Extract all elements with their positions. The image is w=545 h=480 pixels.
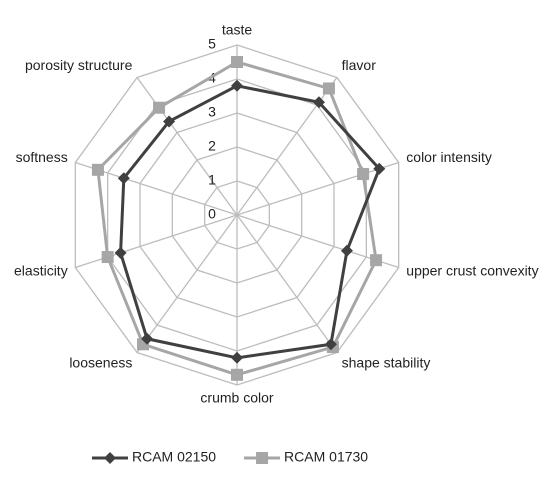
category-label: softness [16,149,68,165]
spoke [75,214,238,269]
spoke [236,77,338,216]
marker [370,254,383,267]
marker [340,244,353,257]
category-label: taste [222,22,253,38]
category-label: color intensity [406,149,492,165]
legend-label: RCAM 02150 [132,449,216,465]
marker [101,251,114,264]
series-line [119,84,382,360]
category-label: upper crust convexity [406,263,538,279]
marker [117,172,130,185]
marker [163,115,176,128]
category-label: porosity structure [25,57,133,73]
marker [114,246,127,259]
category-label: flavor [342,57,377,73]
r-tick-label: 1 [208,172,216,188]
marker [322,82,335,95]
legend-label: RCAM 01730 [284,449,368,465]
category-label: elasticity [14,263,68,279]
legend-marker [256,452,269,464]
marker [357,168,370,181]
spoke [236,161,399,216]
category-label: shape stability [342,355,431,371]
marker [153,101,166,114]
category-label: looseness [69,355,132,371]
category-label: crumb color [200,390,273,406]
spoke [136,214,238,353]
marker [373,162,386,175]
marker [231,368,243,381]
r-tick-label: 0 [208,206,216,222]
marker [312,96,325,109]
marker [324,338,337,351]
legend-marker [104,452,116,464]
marker [231,351,243,364]
marker [141,332,154,345]
r-tick-label: 2 [208,138,216,154]
r-tick-label: 3 [208,104,216,120]
spoke [136,77,238,216]
marker [231,56,243,68]
marker [231,79,243,92]
spoke [236,214,338,353]
marker [91,163,104,176]
r-tick-label: 5 [208,36,216,52]
